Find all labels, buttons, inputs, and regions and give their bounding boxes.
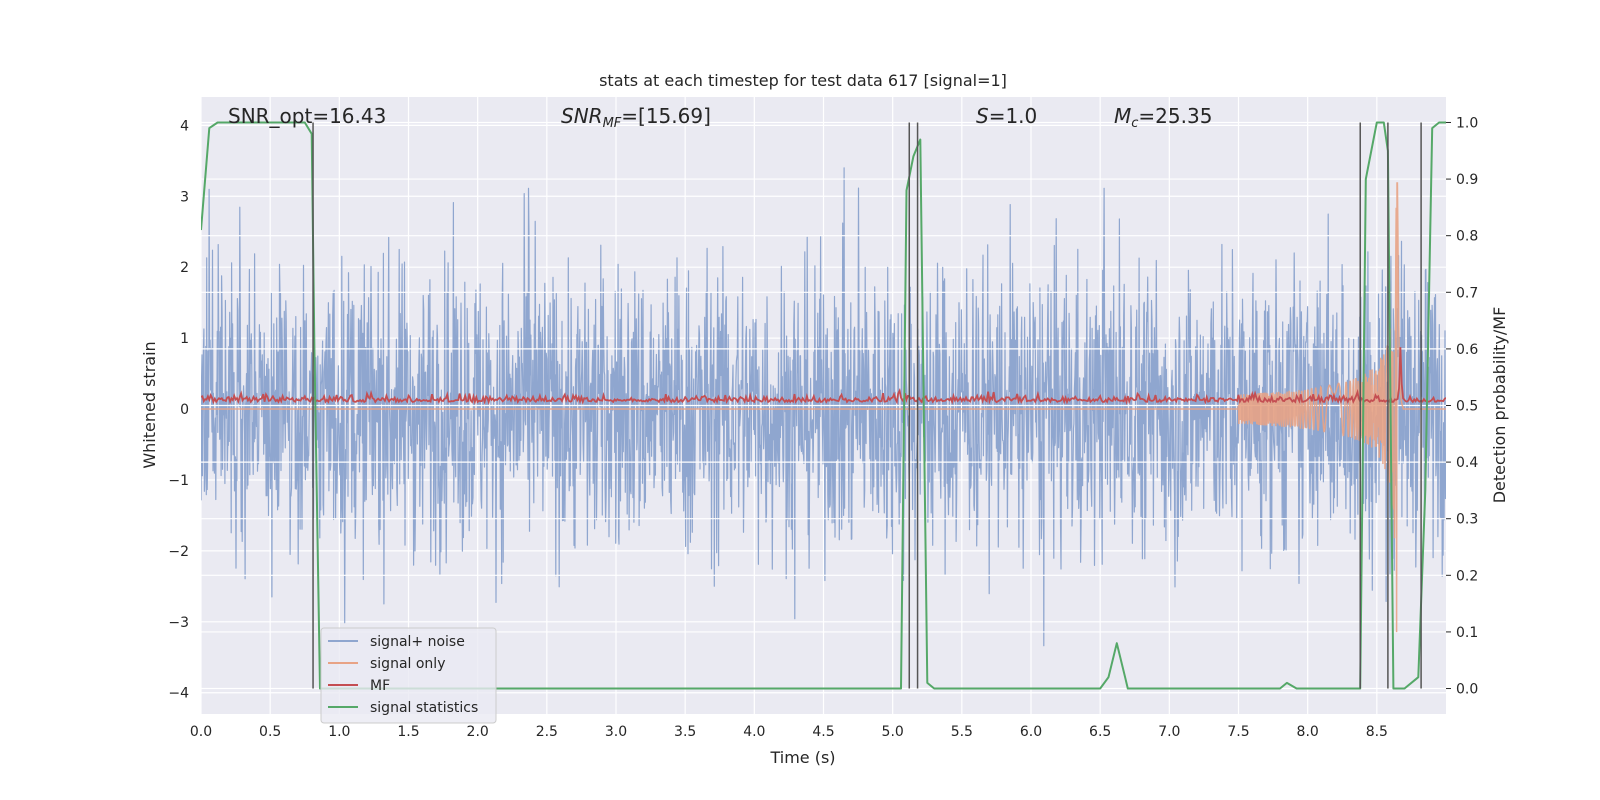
annotation-s-value: =1.0 (989, 104, 1038, 128)
y-tick-label-3: −1 (168, 473, 189, 489)
legend-label-mf: MF (370, 678, 390, 694)
y-right-tick-label-2: 0.2 (1456, 568, 1478, 584)
x-tick-label-4: 2.0 (467, 724, 489, 740)
x-tick-label-0: 0.0 (190, 724, 212, 740)
y-right-tick-label-5: 0.5 (1456, 399, 1478, 415)
y-tick-label-2: −2 (168, 544, 189, 560)
x-tick-label-12: 6.0 (1020, 724, 1042, 740)
x-tick-label-9: 4.5 (812, 724, 834, 740)
annotation-mc-label: M (1114, 104, 1131, 128)
legend-label-signal-plus-noise: signal+ noise (370, 634, 465, 650)
annotation-snr-mf-label: SNR (561, 104, 603, 128)
y-right-tick-label-0: 0.0 (1456, 682, 1478, 698)
annotation-mc-sub: c (1131, 116, 1138, 131)
y-right-tick-label-6: 0.6 (1456, 342, 1478, 358)
x-tick-label-5: 2.5 (536, 724, 558, 740)
x-tick-label-8: 4.0 (743, 724, 765, 740)
line-signal-plus-noise (201, 167, 1446, 647)
y-right-tick-label-3: 0.3 (1456, 512, 1478, 528)
x-tick-label-2: 1.0 (328, 724, 350, 740)
legend: signal+ noise signal only MF signal stat… (320, 627, 497, 724)
annotation-snr-mf-sub: MF (603, 116, 622, 131)
line-signal-only (201, 182, 1446, 633)
x-tick-label-11: 5.5 (951, 724, 973, 740)
legend-label-signal-only: signal only (370, 656, 445, 672)
y-right-tick-label-9: 0.9 (1456, 172, 1478, 188)
y-tick-label-4: 0 (180, 402, 189, 418)
y-right-tick-label-4: 0.4 (1456, 455, 1478, 471)
y-axis-label: Whitened strain (140, 341, 159, 468)
annotation-snr-mf-value: =[15.69] (621, 104, 711, 128)
y-tick-label-5: 1 (180, 331, 189, 347)
y-tick-label-7: 3 (180, 189, 189, 205)
vertical-markers (312, 122, 1422, 689)
x-tick-label-7: 3.5 (674, 724, 696, 740)
y-axis-right-ticks: 0.0 0.1 0.2 0.3 0.4 0.5 0.6 0.7 0.8 0.9 1.0 (1446, 115, 1478, 698)
chart-title: stats at each timestep for test data 617… (599, 71, 1007, 90)
y-axis-right-label: Detection probability/MF (1490, 307, 1509, 504)
series-mf (201, 347, 1446, 406)
line-mf (201, 347, 1446, 406)
x-tick-label-13: 6.5 (1089, 724, 1111, 740)
y-right-tick-label-7: 0.7 (1456, 285, 1478, 301)
y-tick-label-1: −3 (168, 615, 189, 631)
y-axis-ticks: −4 −3 −2 −1 0 1 2 3 4 (168, 118, 189, 701)
annotation-s-label: S (976, 104, 989, 128)
x-tick-label-1: 0.5 (259, 724, 281, 740)
x-tick-label-3: 1.5 (397, 724, 419, 740)
annotation-s: S=1.0 (976, 104, 1037, 128)
legend-box (320, 627, 497, 724)
y-tick-label-0: −4 (168, 686, 189, 702)
annotation-mc: Mc=25.35 (1114, 104, 1212, 131)
y-tick-label-6: 2 (180, 260, 189, 276)
y-right-tick-label-8: 0.8 (1456, 229, 1478, 245)
annotation-snr-opt: SNR_opt=16.43 (228, 104, 386, 128)
x-tick-label-10: 5.0 (882, 724, 904, 740)
x-tick-label-17: 8.5 (1366, 724, 1388, 740)
x-tick-label-16: 8.0 (1297, 724, 1319, 740)
x-axis-ticks: 0.0 0.5 1.0 1.5 2.0 2.5 3.0 3.5 4.0 4.5 5.0 5.5 6.0 6… (190, 724, 1388, 740)
x-tick-label-14: 7.0 (1158, 724, 1180, 740)
series-signal-plus-noise (201, 167, 1446, 647)
legend-label-signal-statistics: signal statistics (370, 700, 478, 716)
y-right-tick-label-1: 0.1 (1456, 625, 1478, 641)
y-right-tick-label-10: 1.0 (1456, 115, 1478, 131)
x-tick-label-6: 3.0 (605, 724, 627, 740)
x-tick-label-15: 7.5 (1227, 724, 1249, 740)
y-tick-label-8: 4 (180, 118, 189, 134)
annotation-mc-value: =25.35 (1138, 104, 1212, 128)
x-axis-label: Time (s) (769, 748, 835, 767)
annotation-snr-mf: SNRMF=[15.69] (561, 104, 711, 131)
series-signal-only (201, 182, 1446, 633)
